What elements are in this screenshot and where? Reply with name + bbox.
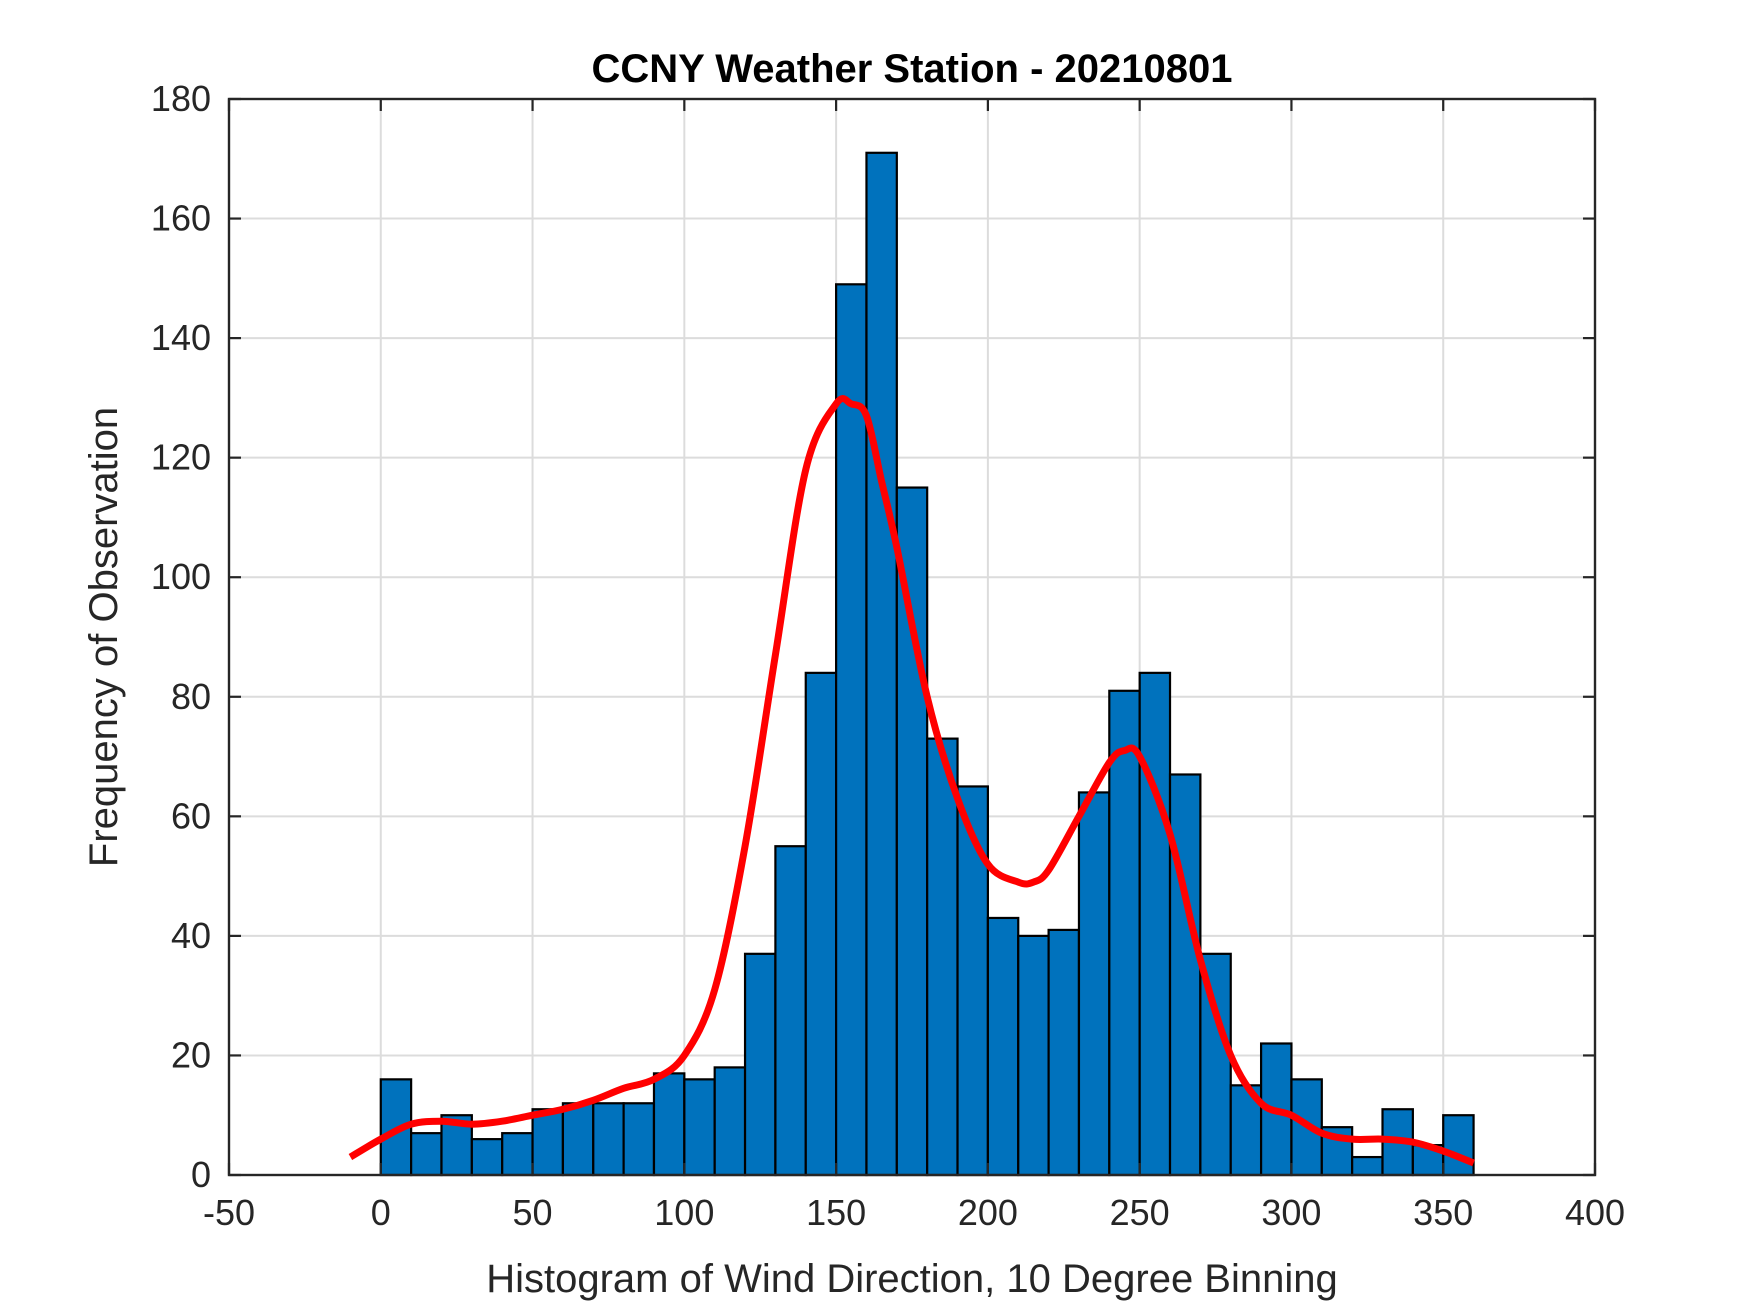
- density-curve-layer: [348, 395, 1475, 1167]
- histogram-bar: [592, 1102, 625, 1177]
- histogram-bar: [531, 1108, 565, 1177]
- x-tick-label: 350: [1413, 1192, 1473, 1233]
- histogram-bar: [713, 1066, 747, 1177]
- y-axis-label: Frequency of Observation: [82, 407, 126, 867]
- x-tick-label: -50: [203, 1192, 255, 1233]
- histogram-bar: [1017, 934, 1050, 1177]
- y-tick-label: 20: [171, 1034, 211, 1075]
- axis-ticks: [227, 97, 1597, 1177]
- histogram-bar: [1168, 773, 1202, 1177]
- y-tick-label: 80: [171, 676, 211, 717]
- histogram-bar: [1351, 1155, 1384, 1177]
- histogram-bar: [926, 737, 959, 1177]
- y-tick-label: 160: [151, 198, 211, 239]
- histogram-bar: [1077, 791, 1111, 1177]
- y-tick-label: 40: [171, 915, 211, 956]
- histogram-bar: [986, 916, 1020, 1177]
- histogram-bar: [1108, 689, 1141, 1177]
- x-tick-label: 400: [1565, 1192, 1625, 1233]
- x-tick-label: 0: [371, 1192, 391, 1233]
- x-tick-label: 100: [654, 1192, 714, 1233]
- histogram-bar: [774, 845, 807, 1177]
- density-curve: [348, 395, 1475, 1167]
- histogram-bar: [1047, 928, 1081, 1177]
- histogram-bar: [622, 1102, 656, 1177]
- x-tick-labels: -50 0 50 100 150 200 250 300 350 400: [203, 1192, 1625, 1233]
- y-tick-label: 60: [171, 795, 211, 836]
- histogram-bar: [561, 1102, 595, 1177]
- chart-title: CCNY Weather Station - 20210801: [592, 47, 1233, 91]
- x-tick-label: 200: [958, 1192, 1018, 1233]
- histogram-bar: [743, 952, 777, 1177]
- x-tick-label: 150: [806, 1192, 866, 1233]
- histogram-bar: [895, 486, 929, 1177]
- histogram-bars: [379, 151, 1475, 1177]
- histogram-bar: [1442, 1114, 1475, 1177]
- y-tick-label: 100: [151, 556, 211, 597]
- histogram-bar: [865, 151, 898, 1177]
- histogram-bar: [652, 1072, 686, 1177]
- y-tick-label: 140: [151, 317, 211, 358]
- x-tick-label: 300: [1261, 1192, 1321, 1233]
- plot-frame: [227, 97, 1597, 1177]
- histogram-bar: [804, 671, 838, 1177]
- histogram-bar: [835, 283, 868, 1177]
- y-tick-label: 120: [151, 437, 211, 478]
- histogram-bar: [1138, 671, 1172, 1177]
- histogram-bar: [470, 1138, 504, 1177]
- x-tick-label: 250: [1110, 1192, 1170, 1233]
- y-tick-labels: 0 20 40 60 80 100 120 140 160 180: [151, 78, 211, 1195]
- histogram-bar: [410, 1132, 443, 1177]
- x-axis-label: Histogram of Wind Direction, 10 Degree B…: [486, 1257, 1338, 1301]
- y-tick-label: 180: [151, 78, 211, 119]
- histogram-bar: [956, 785, 989, 1177]
- x-tick-label: 50: [513, 1192, 553, 1233]
- y-tick-label: 0: [191, 1154, 211, 1195]
- histogram-bar: [683, 1078, 716, 1177]
- histogram-bar: [501, 1132, 534, 1177]
